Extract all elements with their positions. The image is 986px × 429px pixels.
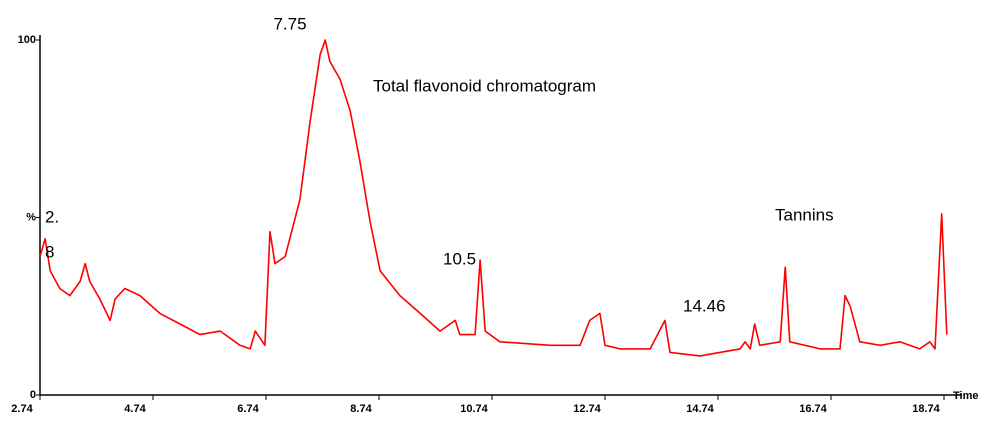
x-axis-label: Time: [953, 390, 978, 402]
x-tick-label: 2.74: [11, 403, 33, 415]
annotation: Total flavonoid chromatogram: [373, 76, 596, 95]
annotation: 8: [45, 242, 54, 261]
x-tick-label: 16.74: [799, 403, 827, 415]
x-tick-label: 12.74: [573, 403, 601, 415]
y-tick-label: %: [26, 211, 36, 223]
x-tick-label: 10.74: [460, 403, 488, 415]
annotation: 7.75: [273, 14, 306, 33]
annotation: 10.5: [443, 249, 476, 268]
annotation: 2.: [45, 207, 59, 226]
x-tick-label: 6.74: [237, 403, 259, 415]
annotation: Tannins: [775, 205, 834, 224]
x-tick-label: 18.74: [912, 403, 940, 415]
x-tick-label: 4.74: [124, 403, 146, 415]
y-tick-label: 100: [18, 34, 36, 46]
y-tick-label: 0: [30, 389, 36, 401]
x-tick-label: 8.74: [350, 403, 372, 415]
chromatogram-line: [39, 39, 948, 357]
annotation: 14.46: [683, 296, 726, 315]
x-tick-label: 14.74: [686, 403, 714, 415]
